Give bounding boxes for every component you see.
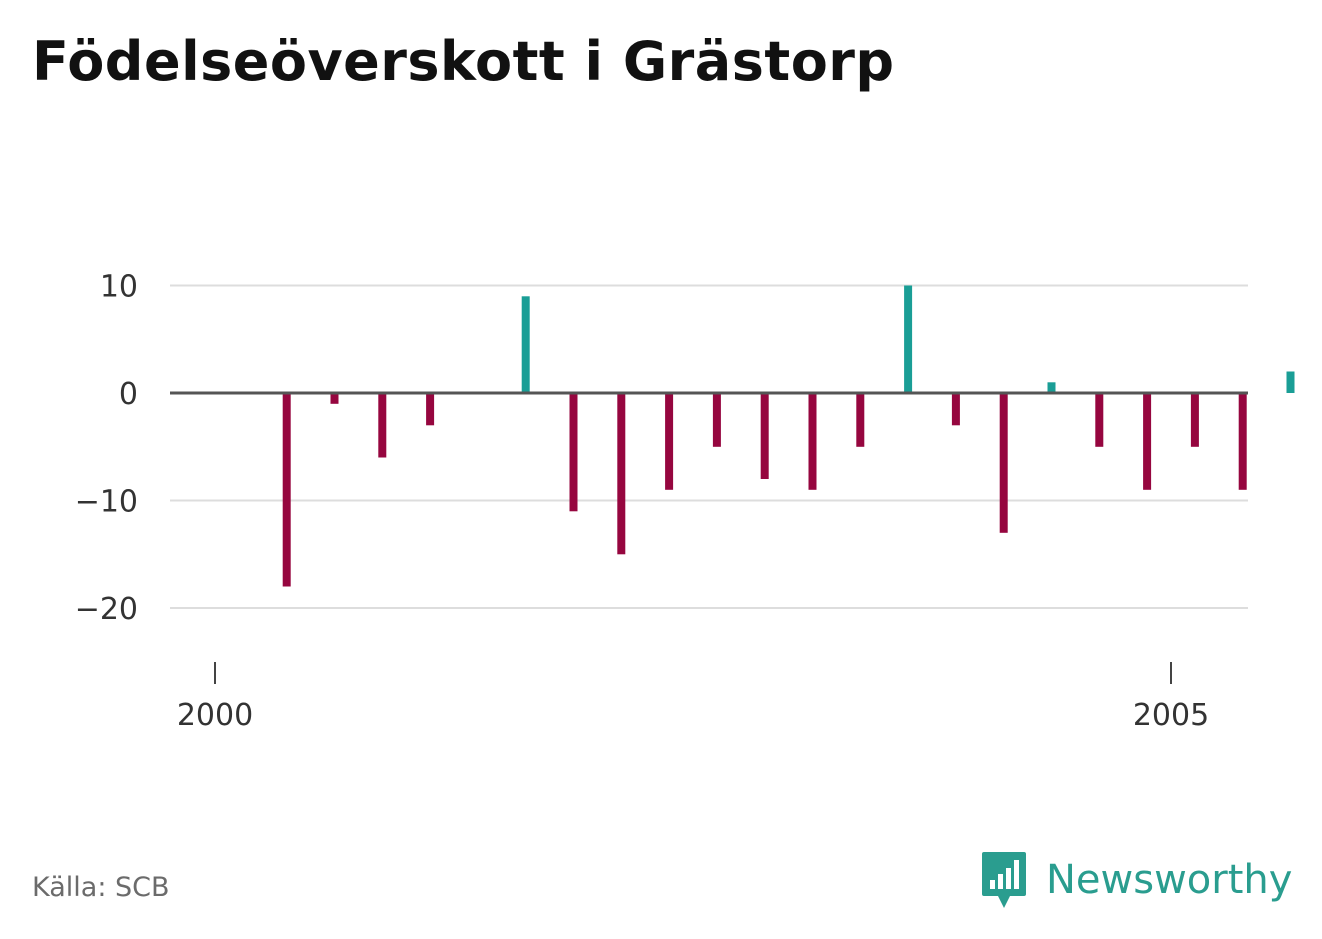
y-tick-label: 10 (100, 270, 138, 305)
y-tick-label: −20 (75, 592, 138, 627)
bar (569, 393, 578, 512)
y-axis-labels: 10 0 −10 −20 (75, 270, 138, 628)
bar (521, 296, 530, 394)
bar (282, 393, 291, 587)
bar (1095, 393, 1104, 447)
bar (808, 393, 817, 490)
bar (999, 393, 1008, 533)
bar (1143, 393, 1152, 490)
bar (426, 393, 435, 426)
brand-name: Newsworthy (1046, 857, 1293, 903)
bar (617, 393, 626, 555)
bar (951, 393, 960, 426)
bar (1190, 393, 1199, 447)
bar (665, 393, 674, 490)
bars (282, 285, 1295, 587)
source-note: Källa: SCB (32, 872, 170, 903)
x-axis: 200020052010201520202025 (177, 662, 1209, 733)
bar (378, 393, 387, 458)
newsworthy-brand[interactable]: Newsworthy (980, 848, 1292, 912)
x-tick-label: 2000 (177, 698, 253, 733)
bar (330, 393, 339, 404)
y-tick-label: −10 (75, 485, 138, 520)
grid-lines (170, 284, 1248, 609)
bar (1286, 371, 1295, 393)
newsworthy-logo-icon (982, 852, 1026, 908)
y-tick-label: 0 (119, 377, 138, 412)
chart-title: Födelseöverskott i Grästorp (32, 30, 895, 93)
bar (1238, 393, 1247, 490)
bar (904, 285, 913, 393)
bar (760, 393, 769, 479)
x-tick-label: 2005 (1133, 698, 1209, 733)
bar (1047, 382, 1056, 394)
bar (712, 393, 721, 447)
bar (856, 393, 865, 447)
